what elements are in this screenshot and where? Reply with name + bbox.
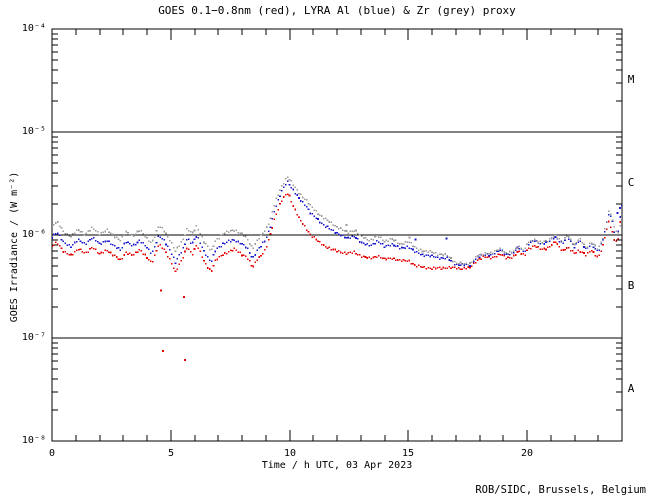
series-1 (52, 180, 622, 267)
data-series (52, 176, 622, 362)
y-tick-label: 10⁻⁴ (21, 23, 46, 34)
series-2 (52, 176, 622, 266)
x-axis-label: Time / h UTC, 03 Apr 2023 (261, 460, 413, 471)
outlier-dots (414, 207, 622, 241)
chart-title: GOES 0.1−0.8nm (red), LYRA Al (blue) & Z… (158, 4, 516, 17)
x-tick-label: 20 (520, 448, 534, 459)
y-tick-label: 10⁻⁷ (21, 332, 46, 343)
y-axis-label: GOES Irradiance / (W m⁻²) (9, 171, 20, 323)
attribution: ROB/SIDC, Brussels, Belgium (475, 484, 646, 496)
series-0 (52, 193, 622, 273)
flare-class-label-b: B (627, 279, 635, 292)
flare-class-label-m: M (627, 73, 635, 86)
x-tick-label: 5 (167, 448, 175, 459)
x-tick-label: 0 (48, 448, 56, 459)
x-tick-label: 15 (401, 448, 415, 459)
y-tick-label: 10⁻⁵ (21, 126, 46, 137)
flare-class-label-a: A (627, 382, 635, 395)
x-tick-label: 10 (283, 448, 297, 459)
y-tick-label: 10⁻⁶ (21, 229, 46, 240)
outlier-dots (160, 289, 186, 362)
y-tick-label: 10⁻⁸ (21, 435, 46, 446)
outlier-dots (345, 224, 411, 239)
flare-class-label-c: C (627, 176, 635, 189)
